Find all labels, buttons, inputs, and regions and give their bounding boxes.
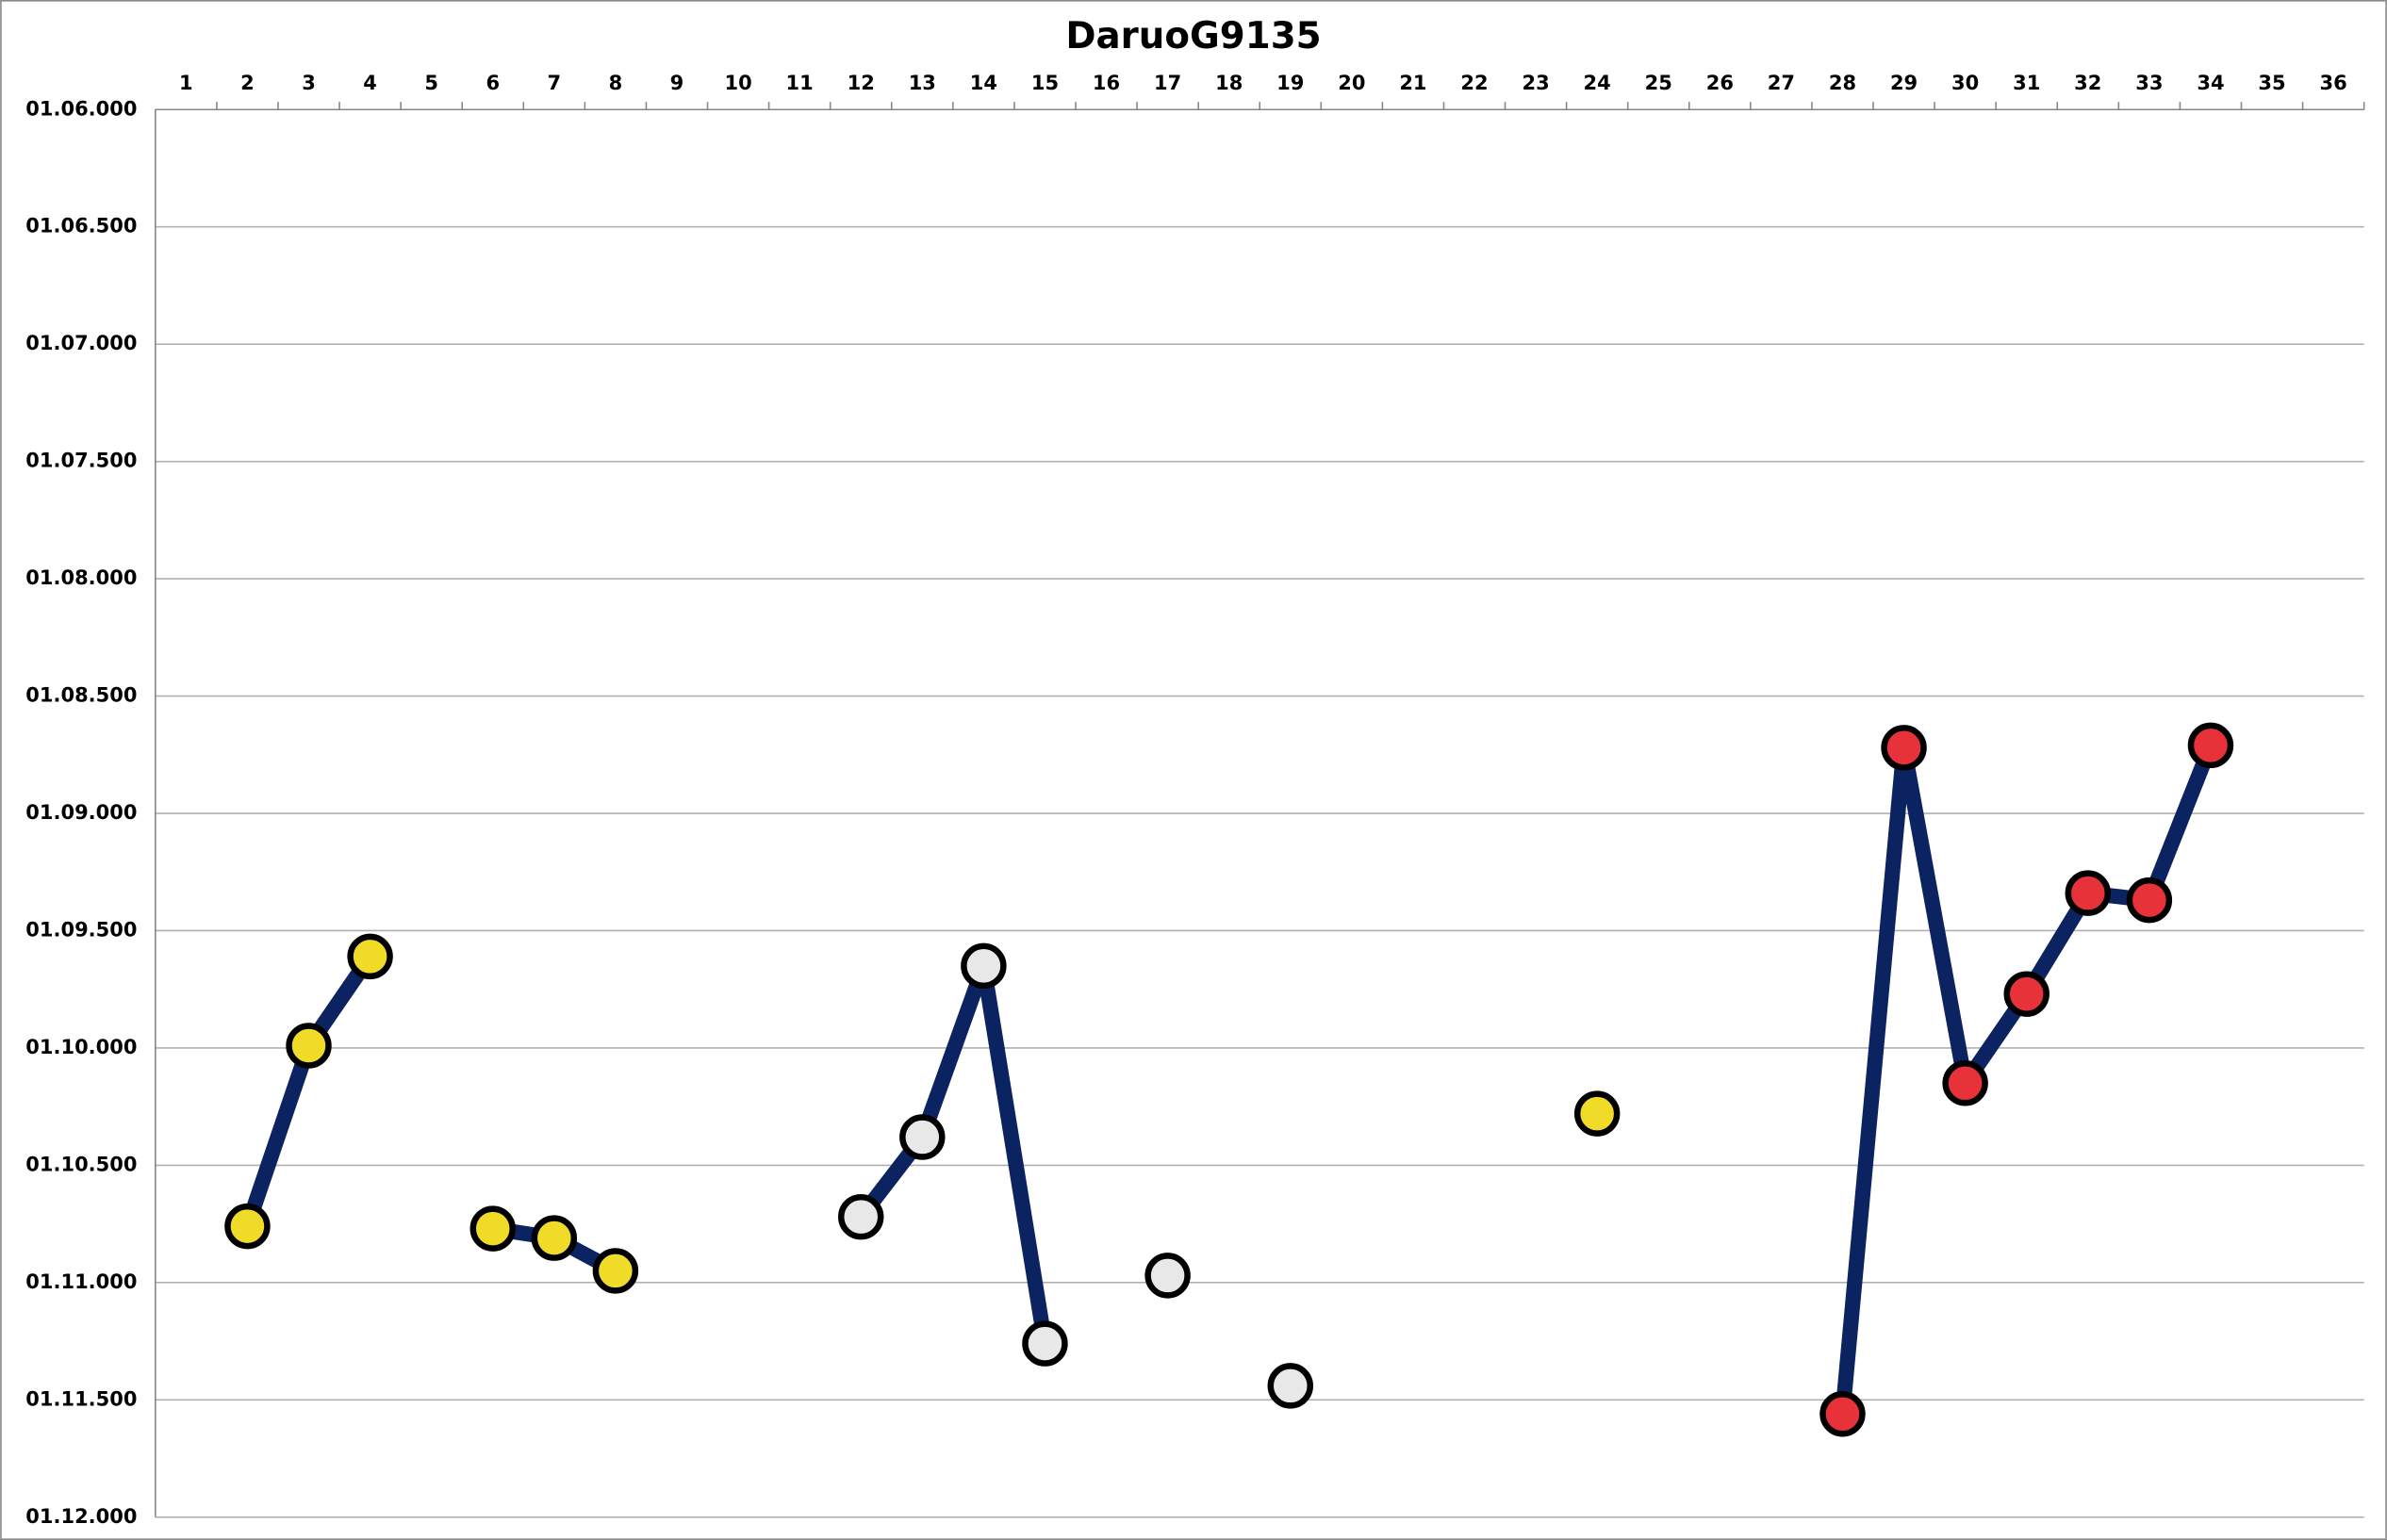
x-tick-label: 11 [786, 72, 814, 94]
y-tick-label: 01.11.000 [25, 1270, 137, 1293]
x-tick-label: 9 [670, 72, 684, 94]
x-tick-label: 23 [1522, 72, 1549, 94]
x-tick-label: 7 [548, 72, 562, 94]
x-tick-label: 10 [724, 72, 751, 94]
y-tick-label: 01.09.500 [25, 918, 137, 941]
x-tick-label: 4 [363, 72, 377, 94]
x-tick-label: 1 [179, 72, 193, 94]
x-tick-label: 27 [1768, 72, 1795, 94]
marker [224, 1203, 271, 1250]
marker [592, 1248, 639, 1294]
x-tick-label: 3 [302, 72, 316, 94]
chart-title: DaruoG9135 [1065, 15, 1321, 57]
x-tick-label: 5 [424, 72, 438, 94]
marker [1267, 1363, 1313, 1409]
y-tick-label: 01.10.000 [25, 1036, 137, 1058]
x-tick-label: 30 [1951, 72, 1979, 94]
x-tick-label: 28 [1829, 72, 1856, 94]
y-tick-label: 01.09.000 [25, 801, 137, 824]
marker [2126, 876, 2173, 924]
y-tick-label: 01.07.500 [25, 450, 137, 472]
x-tick-label: 35 [2258, 72, 2285, 94]
x-tick-label: 16 [1093, 72, 1120, 94]
x-tick-label: 19 [1276, 72, 1304, 94]
y-tick-label: 01.12.000 [25, 1505, 137, 1528]
marker [1022, 1320, 1068, 1367]
marker [2187, 722, 2234, 769]
x-tick-label: 21 [1399, 72, 1426, 94]
x-tick-label: 26 [1706, 72, 1734, 94]
x-tick-label: 18 [1215, 72, 1243, 94]
x-tick-label: 31 [2013, 72, 2040, 94]
marker [2065, 870, 2112, 916]
marker [1819, 1391, 1866, 1437]
x-tick-label: 25 [1645, 72, 1672, 94]
y-tick-label: 01.10.500 [25, 1153, 137, 1175]
x-tick-label: 29 [1890, 72, 1918, 94]
marker [1144, 1253, 1191, 1299]
y-tick-label: 01.06.500 [25, 215, 137, 238]
marker [838, 1193, 884, 1240]
y-tick-label: 01.07.000 [25, 332, 137, 354]
x-tick-label: 32 [2074, 72, 2101, 94]
marker [531, 1215, 578, 1261]
x-tick-label: 8 [609, 72, 623, 94]
x-tick-label: 24 [1584, 72, 1611, 94]
marker [2003, 971, 2050, 1017]
y-tick-label: 01.06.000 [25, 97, 137, 120]
y-tick-label: 01.08.500 [25, 684, 137, 707]
marker [899, 1114, 946, 1160]
y-tick-label: 01.08.000 [25, 566, 137, 589]
x-tick-label: 34 [2197, 72, 2224, 94]
marker [1881, 725, 1927, 771]
x-tick-label: 14 [970, 72, 997, 94]
x-tick-label: 33 [2135, 72, 2163, 94]
marker [1942, 1060, 1988, 1106]
x-tick-label: 22 [1460, 72, 1488, 94]
x-tick-label: 6 [486, 72, 500, 94]
x-tick-label: 2 [240, 72, 255, 94]
marker [469, 1205, 516, 1252]
x-tick-label: 13 [909, 72, 936, 94]
x-tick-label: 20 [1338, 72, 1365, 94]
marker [347, 933, 393, 980]
x-tick-label: 36 [2320, 72, 2347, 94]
marker [961, 942, 1007, 990]
x-tick-label: 15 [1031, 72, 1059, 94]
plot-area [224, 722, 2234, 1437]
marker [1573, 1090, 1621, 1137]
y-tick-label: 01.11.500 [25, 1387, 137, 1410]
x-tick-label: 12 [848, 72, 875, 94]
marker [286, 1023, 332, 1069]
x-tick-label: 17 [1154, 72, 1181, 94]
